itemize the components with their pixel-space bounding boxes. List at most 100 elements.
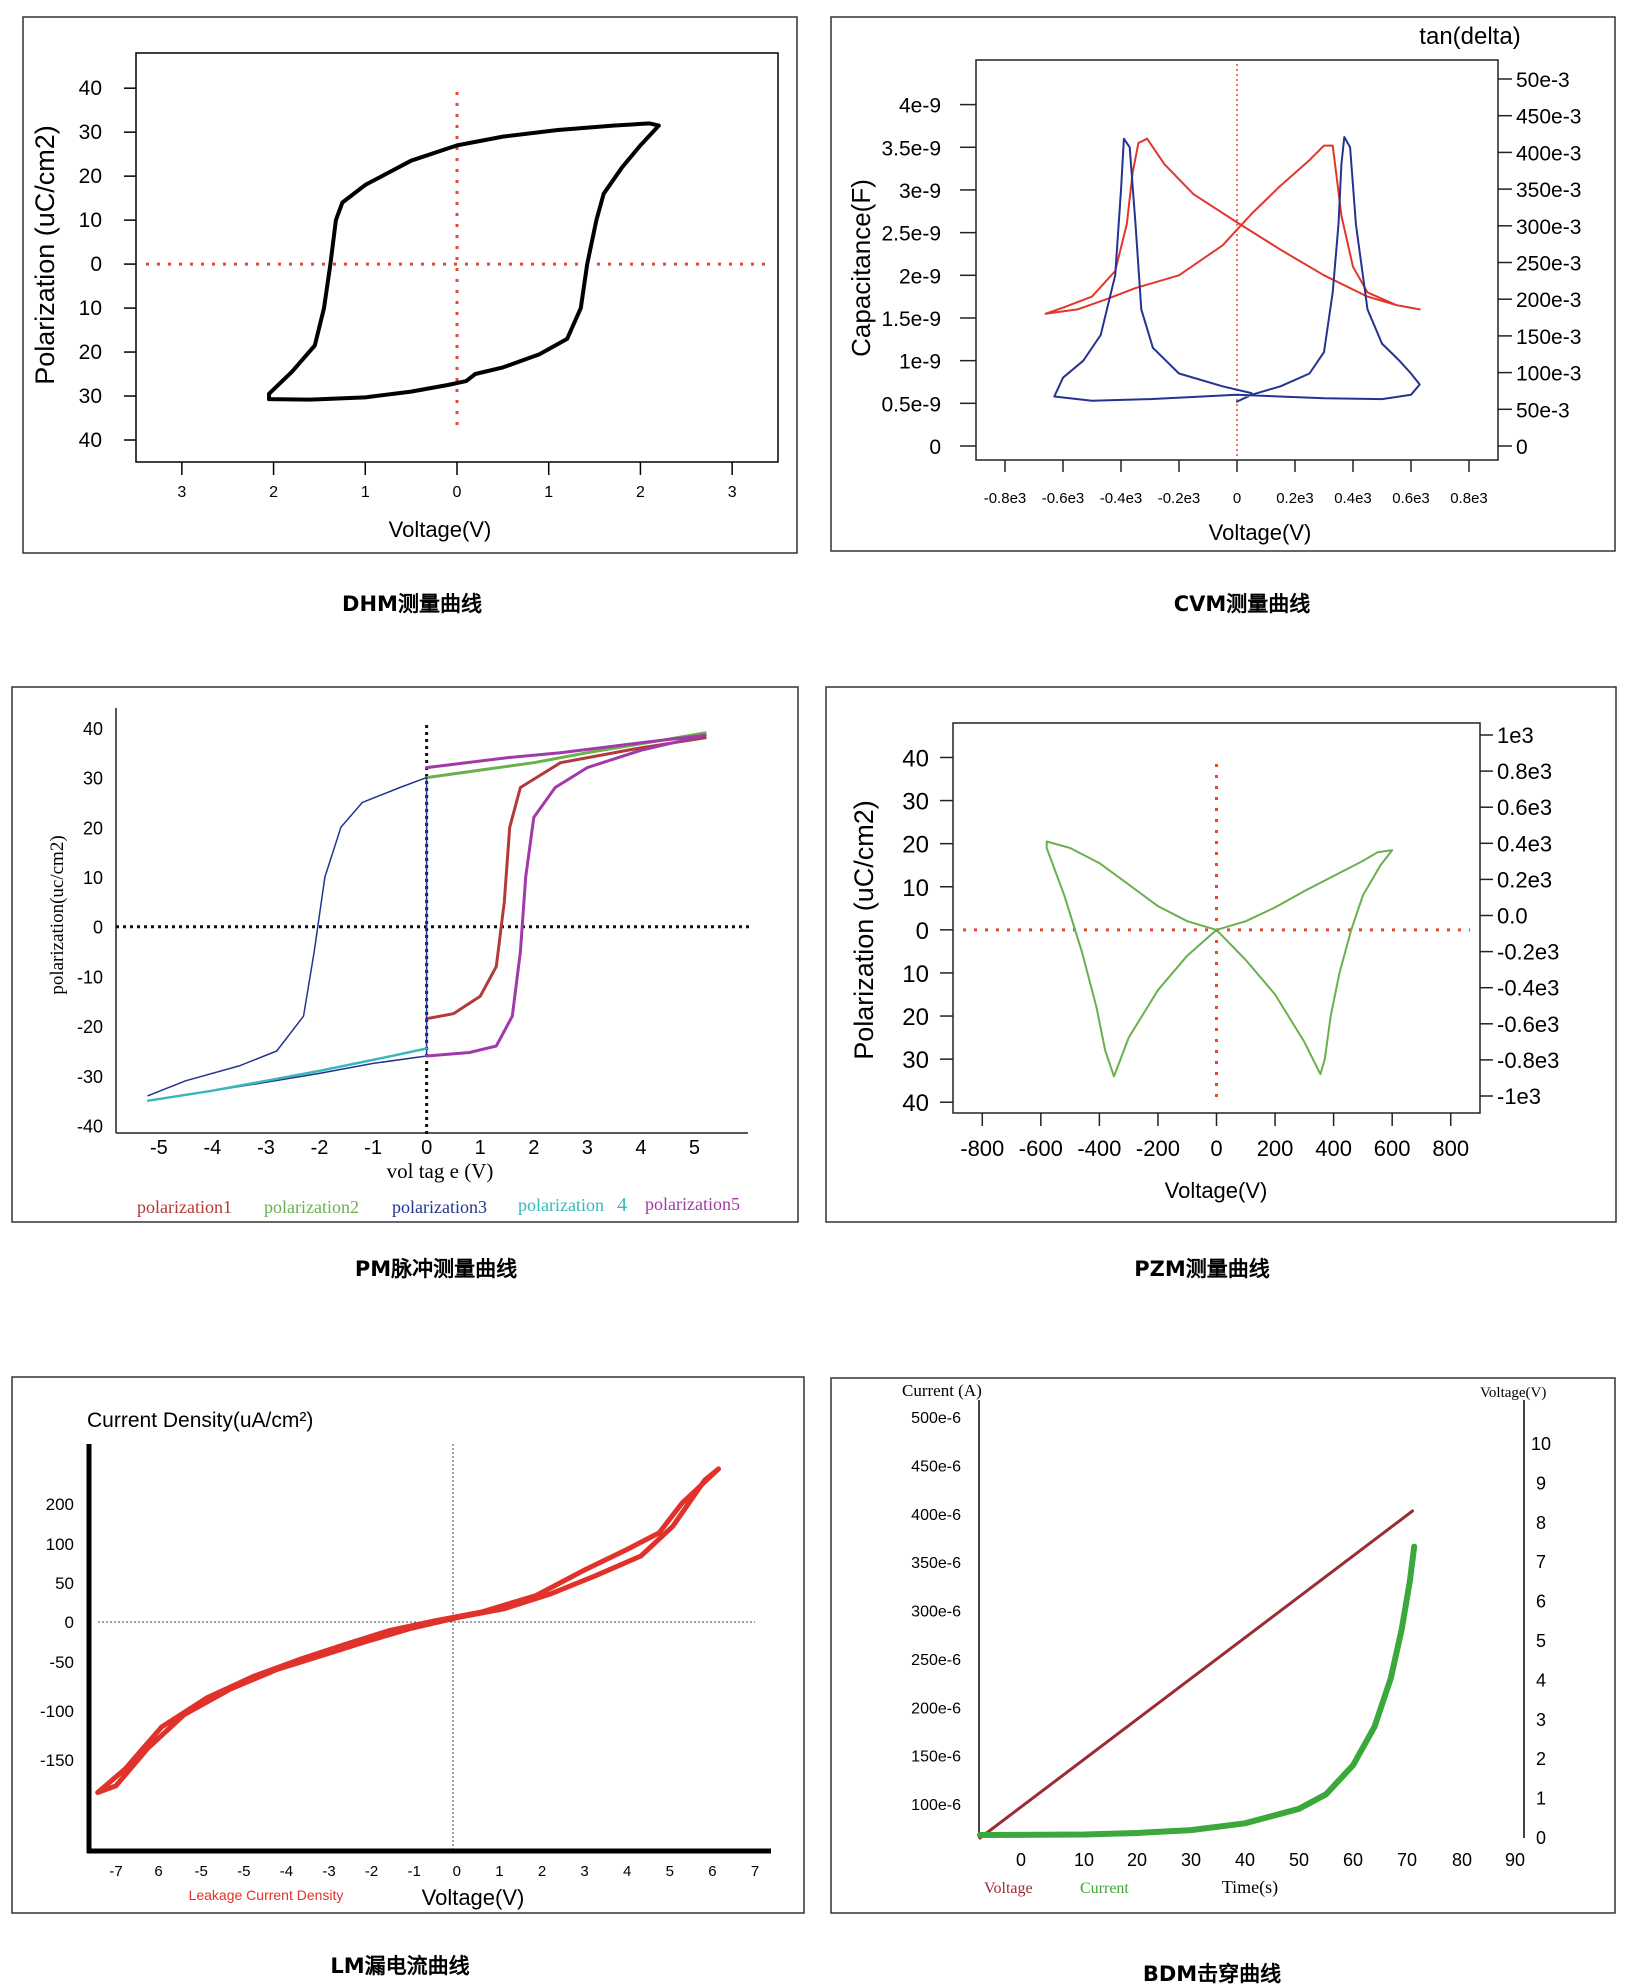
lm-x-tick-label: 0 bbox=[453, 1863, 461, 1880]
bdm-legend-current: Current bbox=[1080, 1880, 1129, 1897]
dhm-y-tick-label: 10 bbox=[79, 297, 102, 320]
bdm-x-tick-label: 60 bbox=[1343, 1850, 1363, 1870]
bdm-y2-tick-label: 2 bbox=[1536, 1749, 1546, 1769]
lm-y-tick-label: 100 bbox=[46, 1535, 74, 1554]
pm-y-tick-label: -30 bbox=[77, 1067, 103, 1087]
cvm-panel: 0 0.5e-9 1e-9 1.5e-9 2e-9 2.5e-9 3e-9 3.5e-9 4e-… bbox=[830, 16, 1616, 552]
dhm-panel-border bbox=[22, 16, 798, 554]
pzm-y-tick-label: 20 bbox=[902, 1004, 929, 1031]
pzm-y2-tick-label: -1e3 bbox=[1497, 1084, 1541, 1109]
bdm-y-tick-label: 350e-6 bbox=[911, 1555, 961, 1572]
cvm-y2-tick-label: 150e-3 bbox=[1516, 326, 1581, 349]
bdm-y-tick-label: 450e-6 bbox=[911, 1458, 961, 1475]
lm-x-tick-label: -2 bbox=[365, 1863, 378, 1880]
cvm-series-capacitance bbox=[1044, 137, 1421, 315]
lm-y-tick-label: -50 bbox=[49, 1653, 74, 1672]
pm-x-tick-label: -3 bbox=[257, 1137, 275, 1159]
lm-y-tick-label: 200 bbox=[46, 1495, 74, 1514]
pzm-x-tick-label: 600 bbox=[1374, 1136, 1411, 1161]
cvm-y2-tick-label: 450e-3 bbox=[1516, 106, 1581, 129]
bdm-x-tick-label: 90 bbox=[1505, 1850, 1525, 1870]
cvm-x-tick-label: 0.4e3 bbox=[1334, 490, 1372, 507]
cvm-x-tick-label: 0.8e3 bbox=[1450, 490, 1488, 507]
dhm-x-tick-label: 2 bbox=[636, 484, 645, 501]
cvm-y2-tick-label: 0 bbox=[1516, 436, 1528, 459]
cvm-y2-tick-label: 250e-3 bbox=[1516, 253, 1581, 276]
pzm-panel: 40 30 20 10 0 10 20 30 40 1e3 0.8e3 0.6e3 0.4e3 0.2e3… bbox=[825, 686, 1617, 1223]
pzm-x-axis-label: Voltage(V) bbox=[1165, 1178, 1268, 1203]
pm-series-polarization5 bbox=[425, 733, 707, 1058]
pm-x-tick-label: 2 bbox=[528, 1137, 539, 1159]
pzm-x-tick-label: -800 bbox=[960, 1136, 1004, 1161]
bdm-y2-tick-label: 10 bbox=[1531, 1434, 1551, 1454]
cvm-x-tick-label: 0.2e3 bbox=[1276, 490, 1314, 507]
pzm-y2-tick-label: -0.4e3 bbox=[1497, 976, 1559, 1001]
pm-x-tick-label: 5 bbox=[689, 1137, 700, 1159]
pzm-y-axis-label: Polarization (uC/cm2) bbox=[849, 800, 879, 1060]
dhm-series-hysteresis-loop bbox=[267, 121, 661, 402]
bdm-y-tick-label: 250e-6 bbox=[911, 1652, 961, 1669]
pzm-y-tick-label: 0 bbox=[916, 918, 929, 945]
dhm-y-tick-label: 40 bbox=[79, 429, 102, 452]
pzm-y2-tick-label: -0.2e3 bbox=[1497, 940, 1559, 965]
lm-panel: 200 100 50 0 -50 -100 -150 -7 6 -5 -5 -4 -3 -2 -1 0 1 2 3 4… bbox=[11, 1376, 805, 1914]
cvm-x-tick-label: -0.4e3 bbox=[1100, 490, 1143, 507]
pm-legend-polarization1: polarization1 bbox=[137, 1197, 232, 1217]
cvm-y2-tick-label: 350e-3 bbox=[1516, 179, 1581, 202]
bdm-x-tick-label: 40 bbox=[1235, 1850, 1255, 1870]
cvm-y-tick-label: 1e-9 bbox=[899, 351, 941, 374]
pm-y-tick-label: 30 bbox=[83, 769, 103, 789]
pm-y-tick-label: 10 bbox=[83, 868, 103, 888]
pzm-x-tick-label: 200 bbox=[1257, 1136, 1294, 1161]
pzm-y2-tick-label: 1e3 bbox=[1497, 723, 1534, 748]
bdm-panel: 100e-6 150e-6 200e-6 250e-6 300e-6 350e-6 400e… bbox=[830, 1377, 1616, 1914]
dhm-x-tick-label: 2 bbox=[269, 484, 278, 501]
cvm-x-tick-label: -0.6e3 bbox=[1042, 490, 1085, 507]
dhm-y-tick-label: 20 bbox=[79, 165, 102, 188]
dhm-y-tick-label: 40 bbox=[79, 77, 102, 100]
bdm-y2-tick-label: 7 bbox=[1536, 1552, 1546, 1572]
pzm-y2-tick-label: 0.2e3 bbox=[1497, 867, 1552, 892]
pm-y-tick-label: 40 bbox=[83, 719, 103, 739]
lm-panel-border bbox=[11, 1376, 805, 1914]
pm-x-tick-label: 4 bbox=[635, 1137, 646, 1159]
lm-series-leakage-current bbox=[95, 1466, 721, 1795]
cvm-series-tan-delta bbox=[1053, 136, 1421, 403]
pzm-y-tick-label: 20 bbox=[902, 832, 929, 859]
bdm-x-tick-label: 10 bbox=[1074, 1850, 1094, 1870]
cvm-x-tick-label: -0.8e3 bbox=[984, 490, 1027, 507]
pzm-y-tick-label: 40 bbox=[902, 745, 929, 772]
cvm-y2-tick-label: 100e-3 bbox=[1516, 363, 1581, 386]
cvm-y-tick-label: 0 bbox=[929, 436, 941, 459]
cvm-x-axis-label: Voltage(V) bbox=[1209, 520, 1312, 545]
bdm-y2-tick-label: 1 bbox=[1536, 1789, 1546, 1809]
bdm-y-axis-label: Current (A) bbox=[902, 1381, 982, 1400]
cvm-y2-tick-label: 400e-3 bbox=[1516, 142, 1581, 165]
pm-x-tick-label: 3 bbox=[582, 1137, 593, 1159]
dhm-x-tick-label: 1 bbox=[544, 484, 553, 501]
bdm-y-tick-label: 200e-6 bbox=[911, 1700, 961, 1717]
bdm-x-tick-label: 50 bbox=[1289, 1850, 1309, 1870]
bdm-y-tick-label: 500e-6 bbox=[911, 1410, 961, 1427]
lm-x-tick-label: -5 bbox=[195, 1863, 208, 1880]
lm-caption: LM漏电流曲线 bbox=[330, 1954, 469, 1978]
pm-x-tick-label: -1 bbox=[364, 1137, 382, 1159]
cvm-y-tick-label: 4e-9 bbox=[899, 95, 941, 118]
lm-y-tick-label: 0 bbox=[65, 1613, 74, 1632]
lm-y-tick-label: -150 bbox=[40, 1751, 74, 1770]
pzm-y2-tick-label: 0.8e3 bbox=[1497, 759, 1552, 784]
bdm-y2-tick-label: 5 bbox=[1536, 1631, 1546, 1651]
bdm-legend-voltage: Voltage bbox=[984, 1880, 1033, 1897]
pm-y-axis-label: polarization(uc/cm2) bbox=[47, 835, 68, 994]
lm-x-tick-label: 5 bbox=[666, 1863, 674, 1880]
dhm-y-tick-label: 20 bbox=[79, 341, 102, 364]
pzm-y2-tick-label: 0.4e3 bbox=[1497, 831, 1552, 856]
pm-legend-polarization3: polarization3 bbox=[392, 1197, 487, 1217]
lm-x-tick-label: 7 bbox=[751, 1863, 759, 1880]
pzm-caption: PZM测量曲线 bbox=[1134, 1257, 1270, 1281]
lm-annotation: Leakage Current Density bbox=[189, 1887, 344, 1903]
pzm-series-butterfly-loop bbox=[1045, 840, 1394, 1078]
dhm-x-axis-label: Voltage(V) bbox=[389, 517, 492, 542]
lm-x-tick-label: 6 bbox=[708, 1863, 716, 1880]
